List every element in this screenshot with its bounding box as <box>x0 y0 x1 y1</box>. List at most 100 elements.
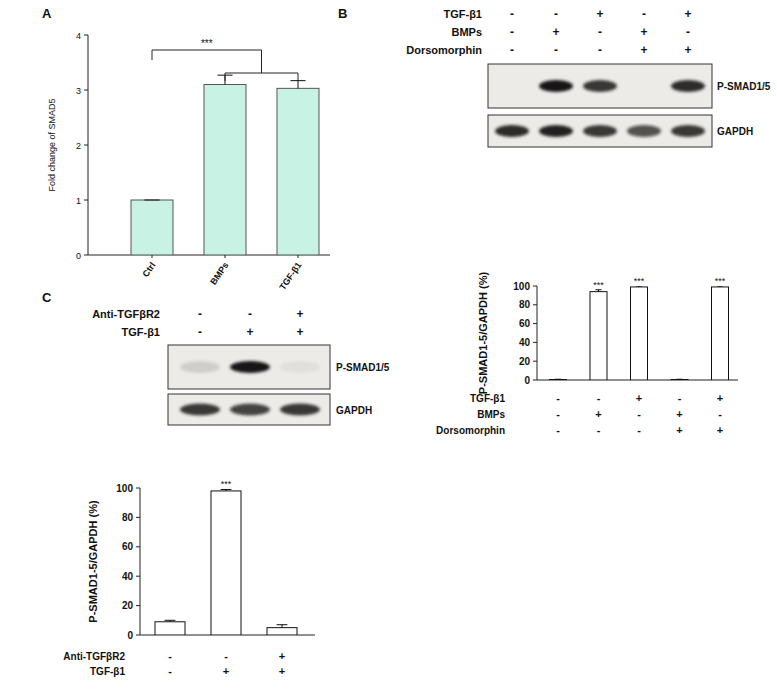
blot-band <box>539 125 573 137</box>
y-tick <box>136 488 140 489</box>
y-tick <box>136 576 140 577</box>
significance: *** <box>593 280 604 290</box>
condition-sign: - <box>198 325 202 339</box>
y-tick-label: 2 <box>76 141 81 151</box>
blot-band <box>627 80 661 92</box>
bar <box>131 200 173 255</box>
y-axis <box>537 286 538 380</box>
blot-band <box>230 361 270 373</box>
condition-sign: + <box>717 424 723 436</box>
blot-band <box>671 80 705 92</box>
blot-band <box>539 80 573 92</box>
y-axis-label: Fold change of SMAD5 <box>47 98 57 191</box>
error-bar <box>144 200 159 201</box>
condition-sign: - <box>168 650 172 662</box>
condition-sign: - <box>248 307 252 321</box>
condition-sign: - <box>510 43 514 57</box>
bar <box>712 287 729 380</box>
y-axis-label: P-SMAD1-5/GAPDH (%) <box>87 500 99 623</box>
x-tick <box>152 255 153 258</box>
blot-band <box>180 404 220 416</box>
y-tick-label: 100 <box>513 281 530 292</box>
condition-sign: - <box>686 25 690 39</box>
blot-membrane <box>168 394 330 425</box>
condition-label: TGF-β1 <box>470 393 505 404</box>
western-blot: Anti-TGFβR2--+TGF-β1-++P-SMAD1/5GAPDH <box>92 307 390 425</box>
error-bar <box>636 286 642 287</box>
condition-label: BMPs <box>451 26 482 38</box>
comparison-bracket <box>152 50 298 81</box>
condition-sign: - <box>168 665 172 677</box>
y-tick <box>533 380 537 381</box>
y-tick <box>136 635 140 636</box>
bar <box>590 292 607 380</box>
y-tick-label: 80 <box>122 512 134 523</box>
condition-label: Dorsomorphin <box>436 425 505 436</box>
blot-membrane <box>488 115 712 147</box>
bar-chart: 020406080100P-SMAD1-5/GAPDH (%)***Anti-T… <box>63 479 315 677</box>
y-tick <box>84 35 88 36</box>
condition-label: TGF-β1 <box>444 8 483 20</box>
blot-band <box>495 80 529 92</box>
y-tick <box>533 342 537 343</box>
significance: *** <box>715 276 726 286</box>
condition-sign: - <box>678 392 682 404</box>
condition-sign: - <box>224 650 228 662</box>
y-tick <box>84 90 88 91</box>
y-tick-label: 40 <box>122 571 134 582</box>
blot-band <box>230 404 270 416</box>
bars <box>155 489 297 635</box>
blot-band <box>583 125 617 137</box>
bar <box>155 622 185 635</box>
condition-sign: + <box>676 424 682 436</box>
blot-membrane <box>168 345 330 389</box>
error-stem <box>298 81 299 89</box>
error-cap <box>676 379 682 380</box>
error-cap <box>165 620 176 621</box>
y-tick-label: 3 <box>76 86 81 96</box>
error-bar <box>290 81 305 89</box>
bracket-line <box>225 73 298 81</box>
bar-chart: 01234Fold change of SMAD5CtrlBMPsTGF-β1*… <box>47 31 330 292</box>
western-blot: TGF-β1--+-+BMPs-+-+-Dorsomorphin---++P-S… <box>406 7 771 147</box>
y-tick <box>533 286 537 287</box>
condition-sign: - <box>198 307 202 321</box>
y-tick-label: 0 <box>524 375 530 386</box>
y-axis <box>140 488 141 635</box>
condition-sign: + <box>296 307 303 321</box>
condition-sign: - <box>556 408 560 420</box>
condition-sign: - <box>556 392 560 404</box>
condition-sign: + <box>223 665 229 677</box>
condition-label: Anti-TGFβR2 <box>92 308 160 320</box>
y-tick-label: 100 <box>116 483 133 494</box>
bar <box>211 491 241 635</box>
band-label: GAPDH <box>336 405 372 416</box>
y-tick <box>84 145 88 146</box>
y-tick-label: 0 <box>76 251 81 261</box>
bars <box>131 75 319 255</box>
condition-sign: + <box>684 7 691 21</box>
condition-sign: + <box>640 43 647 57</box>
condition-sign: + <box>595 408 601 420</box>
condition-sign: - <box>637 408 641 420</box>
blot-band <box>495 125 529 137</box>
condition-sign: + <box>246 325 253 339</box>
significance: *** <box>634 276 645 286</box>
condition-sign: + <box>684 43 691 57</box>
condition-sign: + <box>279 665 285 677</box>
condition-sign: - <box>642 7 646 21</box>
condition-sign: - <box>637 424 641 436</box>
comparison-label: *** <box>201 38 213 49</box>
error-bar <box>595 290 601 292</box>
significance: *** <box>221 479 232 489</box>
error-cap <box>717 286 723 287</box>
condition-sign: + <box>596 7 603 21</box>
panel-label: B <box>338 6 347 21</box>
figure: ABC01234Fold change of SMAD5CtrlBMPsTGF-… <box>0 0 777 696</box>
condition-label: TGF-β1 <box>90 666 125 677</box>
x-tick-label: TGF-β1 <box>277 260 303 292</box>
y-tick-label: 80 <box>519 299 531 310</box>
y-tick <box>533 304 537 305</box>
blot-band <box>583 80 617 92</box>
condition-sign: + <box>636 392 642 404</box>
